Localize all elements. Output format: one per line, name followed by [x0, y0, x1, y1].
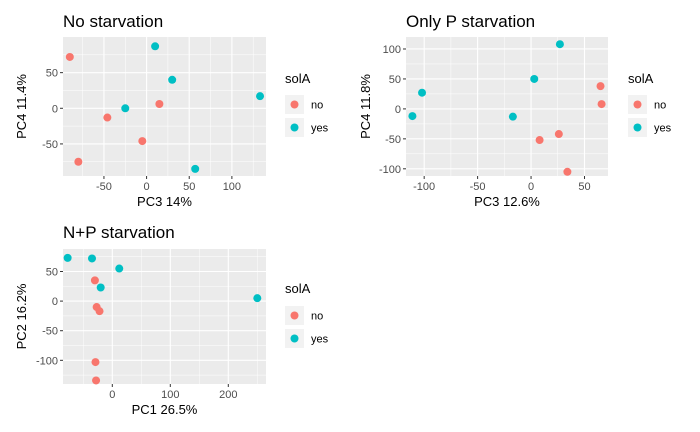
plot-panel-background	[406, 37, 608, 176]
panel-np-starvation	[60, 249, 304, 387]
data-point-no	[554, 130, 563, 139]
legend-key-no	[290, 100, 299, 109]
data-point-no	[90, 276, 99, 285]
y-tick-label: 100	[383, 44, 401, 56]
x-tick-label: 0	[109, 389, 115, 401]
data-point-no	[92, 376, 101, 385]
data-point-no	[74, 157, 83, 166]
x-tick-label: -50	[96, 181, 112, 193]
x-axis-title: PC3 14%	[137, 194, 192, 209]
y-tick-label: 50	[46, 68, 58, 80]
legend-label-no: no	[654, 100, 666, 112]
legend-label-no: no	[311, 311, 323, 323]
data-point-yes	[555, 40, 564, 49]
x-tick-label: 100	[223, 181, 241, 193]
legend-title: solA	[285, 71, 311, 86]
data-point-no	[563, 167, 572, 176]
y-tick-label: -50	[385, 134, 401, 146]
data-point-yes	[115, 264, 124, 273]
x-axis-title: PC3 12.6%	[474, 194, 540, 209]
legend-key-yes	[290, 123, 299, 132]
legend-title: solA	[628, 71, 654, 86]
data-point-yes	[530, 74, 539, 83]
data-point-no	[155, 100, 164, 109]
y-tick-label: -100	[36, 355, 58, 367]
data-point-no	[91, 358, 100, 367]
y-tick-label: 0	[52, 296, 58, 308]
data-point-no	[65, 52, 74, 61]
y-tick-label: 0	[52, 103, 58, 115]
y-axis-title: PC4 11.8%	[358, 74, 373, 139]
x-tick-label: 50	[578, 181, 590, 193]
legend-label-yes: yes	[311, 123, 329, 135]
panel-no-starvation	[60, 37, 304, 179]
x-tick-label: 0	[144, 181, 150, 193]
x-tick-label: -50	[470, 181, 486, 193]
legend-key-yes	[633, 123, 642, 132]
y-tick-label: -100	[379, 164, 401, 176]
legend-key-no	[290, 311, 299, 320]
y-axis-title: PC4 11.4%	[14, 74, 29, 139]
legend-label-no: no	[311, 100, 323, 112]
y-tick-label: 0	[395, 104, 401, 116]
y-tick-label: -50	[42, 326, 58, 338]
data-point-yes	[508, 112, 517, 121]
x-tick-label: -100	[413, 181, 435, 193]
y-axis-title: PC2 16.2%	[14, 283, 29, 349]
legend-key-yes	[290, 334, 299, 343]
data-point-no	[103, 113, 112, 122]
data-point-no	[95, 307, 104, 316]
data-point-yes	[408, 112, 417, 121]
plot-panel-background	[63, 37, 266, 176]
y-tick-label: -50	[42, 139, 58, 151]
data-point-no	[535, 136, 544, 145]
x-tick-label: 200	[219, 389, 237, 401]
data-point-yes	[418, 88, 427, 97]
data-point-yes	[253, 294, 262, 303]
data-point-no	[596, 82, 605, 91]
chart-title: No starvation	[63, 12, 163, 31]
x-tick-label: 50	[183, 181, 195, 193]
chart-title: N+P starvation	[63, 223, 175, 242]
data-point-yes	[96, 283, 105, 292]
legend-label-yes: yes	[311, 334, 329, 346]
legend-label-yes: yes	[654, 123, 672, 135]
legend-title: solA	[285, 281, 311, 296]
data-point-yes	[191, 164, 200, 173]
data-point-no	[138, 137, 147, 146]
chart-title: Only P starvation	[406, 12, 535, 31]
data-point-yes	[63, 253, 72, 262]
data-point-yes	[256, 92, 265, 101]
y-tick-label: 50	[389, 74, 401, 86]
data-point-yes	[168, 75, 177, 84]
legend-key-no	[633, 100, 642, 109]
x-axis-title: PC1 26.5%	[132, 402, 198, 417]
data-point-no	[597, 100, 606, 109]
y-tick-label: 50	[46, 267, 58, 279]
data-point-yes	[88, 254, 96, 263]
x-tick-label: 0	[528, 181, 534, 193]
data-point-yes	[121, 104, 130, 113]
data-point-yes	[151, 42, 160, 51]
x-tick-label: 100	[161, 389, 179, 401]
panel-only-p-starvation	[403, 37, 647, 179]
